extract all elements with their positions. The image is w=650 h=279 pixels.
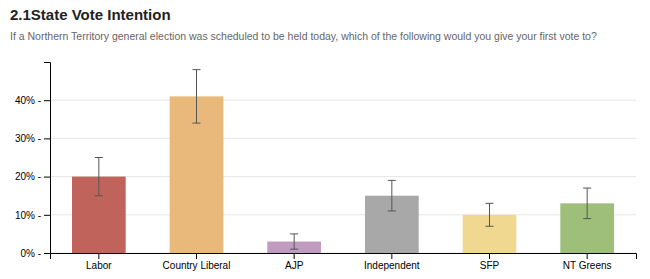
x-tick-mark <box>294 253 295 259</box>
chart-container: 2.1State Vote Intention If a Northern Ter… <box>0 0 650 279</box>
grid <box>50 100 636 253</box>
x-axis-line <box>51 254 637 260</box>
x-tick-label: NT Greens <box>563 260 612 271</box>
y-tick-label: 40% - <box>15 95 41 106</box>
x-tick: NT Greens <box>563 253 612 271</box>
x-tick-mark <box>489 253 490 259</box>
title: 2.1State Vote Intention <box>10 6 171 23</box>
x-tick: SFP <box>480 253 500 271</box>
y-axis: 0% - 10% - 20% - 30% - 40% - <box>15 63 51 259</box>
x-tick-mark <box>391 253 392 259</box>
x-tick: Labor <box>86 253 112 271</box>
plot-area: 0% - 10% - 20% - 30% - 40% - Labor Country Lib… <box>15 63 637 272</box>
error-bar <box>583 188 591 219</box>
error-bar <box>193 70 201 123</box>
y-tick-label: 0% - <box>20 248 41 259</box>
y-tick-label: 20% - <box>15 171 41 182</box>
y-tick: 20% - <box>15 171 50 182</box>
y-tick-mark <box>44 253 50 254</box>
x-tick-label: AJP <box>285 260 304 271</box>
y-tick-mark <box>44 100 50 101</box>
x-tick-label: Labor <box>86 260 112 271</box>
grid-line <box>50 138 636 139</box>
x-tick: AJP <box>285 253 304 271</box>
y-tick-label: 10% - <box>15 210 41 221</box>
y-tick: 0% - <box>20 248 50 259</box>
y-tick: 30% - <box>15 133 50 144</box>
grid-line <box>50 100 636 101</box>
y-tick-mark <box>44 138 50 139</box>
marks <box>72 70 614 253</box>
subtitle-line: If a Northern Territory general election… <box>10 30 597 42</box>
x-axis: Labor Country Liberal AJP Independent SFP NT … <box>51 253 637 271</box>
x-tick-label: Independent <box>364 260 420 271</box>
y-tick-label: 30% - <box>15 133 41 144</box>
x-tick-mark <box>196 253 197 259</box>
error-bar <box>486 203 494 226</box>
grid-line <box>50 214 636 215</box>
error-bar <box>388 180 396 211</box>
x-tick-label: Country Liberal <box>163 260 231 271</box>
y-tick: 40% - <box>15 95 50 106</box>
subtitle: If a Northern Territory general election… <box>10 30 597 42</box>
y-tick: 10% - <box>15 210 50 221</box>
x-tick-mark <box>98 253 99 259</box>
grid-line <box>50 176 636 177</box>
error-bar <box>290 234 298 249</box>
y-tick-mark <box>44 215 50 216</box>
x-tick: Country Liberal <box>163 253 231 271</box>
x-tick-label: SFP <box>480 260 500 271</box>
y-tick-mark <box>44 177 50 178</box>
y-axis-line <box>44 63 51 254</box>
x-tick: Independent <box>364 253 420 271</box>
error-bar <box>95 158 103 196</box>
chart-svg: 2.1State Vote Intention If a Northern Ter… <box>0 0 650 279</box>
x-tick-mark <box>587 253 588 259</box>
